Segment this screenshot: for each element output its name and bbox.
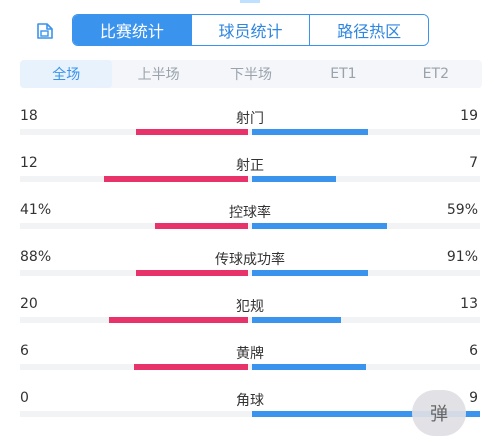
- home-bar: [155, 223, 248, 229]
- stat-row-shots: 18 射门 19: [0, 108, 500, 148]
- stat-track: [20, 411, 480, 417]
- home-value: 20: [20, 296, 38, 312]
- stat-name: 黄牌: [236, 346, 264, 362]
- home-bar: [136, 270, 248, 276]
- stat-name: 角球: [236, 393, 264, 409]
- home-value: 0: [20, 390, 29, 406]
- away-value: 6: [469, 343, 478, 359]
- tab-heat-map[interactable]: 路径热区: [309, 15, 428, 45]
- top-accent-line: [240, 0, 260, 3]
- away-bar: [252, 223, 387, 229]
- home-value: 88%: [20, 249, 52, 265]
- period-tab-et2[interactable]: ET2: [422, 66, 449, 82]
- period-tab-second-half[interactable]: 下半场: [230, 67, 273, 83]
- home-value: 12: [20, 155, 38, 171]
- away-value: 13: [460, 296, 478, 312]
- danmaku-button[interactable]: 弹: [412, 390, 466, 436]
- period-tab-first-half[interactable]: 上半场: [137, 67, 180, 83]
- stat-track: [20, 317, 480, 323]
- stat-row-possession: 41% 控球率 59%: [0, 202, 500, 242]
- away-bar: [252, 364, 366, 370]
- stat-name: 射正: [236, 158, 264, 174]
- home-value: 6: [20, 343, 29, 359]
- stat-name: 传球成功率: [215, 252, 285, 268]
- home-value: 41%: [20, 202, 52, 218]
- stat-row-fouls: 20 犯规 13: [0, 296, 500, 336]
- away-bar: [252, 176, 336, 182]
- away-value: 59%: [446, 202, 478, 218]
- period-tab-et1[interactable]: ET1: [330, 66, 357, 82]
- stat-name: 控球率: [229, 205, 271, 221]
- away-bar: [252, 317, 341, 323]
- away-value: 91%: [446, 249, 478, 265]
- stat-row-yellow-cards: 6 黄牌 6: [0, 343, 500, 383]
- tab-player-stats[interactable]: 球员统计: [190, 15, 310, 45]
- stat-track: [20, 129, 480, 135]
- stat-track: [20, 270, 480, 276]
- stat-track: [20, 223, 480, 229]
- home-bar: [136, 129, 248, 135]
- period-tab-full[interactable]: 全场: [20, 60, 113, 88]
- away-value: 9: [469, 390, 478, 406]
- top-bar: 比赛统计 球员统计 路径热区: [0, 14, 500, 46]
- home-bar: [134, 364, 248, 370]
- tab-match-stats[interactable]: 比赛统计: [73, 15, 191, 45]
- away-bar: [252, 270, 368, 276]
- away-value: 7: [469, 155, 478, 171]
- home-bar: [109, 317, 248, 323]
- stat-name: 射门: [236, 111, 264, 127]
- stat-row-corners: 0 角球 9: [0, 390, 500, 430]
- home-value: 18: [20, 108, 38, 124]
- stat-row-shots-on-target: 12 射正 7: [0, 155, 500, 195]
- away-value: 19: [460, 108, 478, 124]
- stat-track: [20, 176, 480, 182]
- stat-track: [20, 364, 480, 370]
- stat-row-pass-accuracy: 88% 传球成功率 91%: [0, 249, 500, 289]
- away-bar: [252, 129, 368, 135]
- period-tabs: 全场 上半场 下半场 ET1 ET2: [20, 60, 482, 88]
- away-bar: [252, 411, 480, 417]
- stat-name: 犯规: [236, 299, 264, 315]
- main-tabs: 比赛统计 球员统计 路径热区: [72, 14, 429, 46]
- home-bar: [104, 176, 248, 182]
- export-image-icon[interactable]: [34, 20, 56, 42]
